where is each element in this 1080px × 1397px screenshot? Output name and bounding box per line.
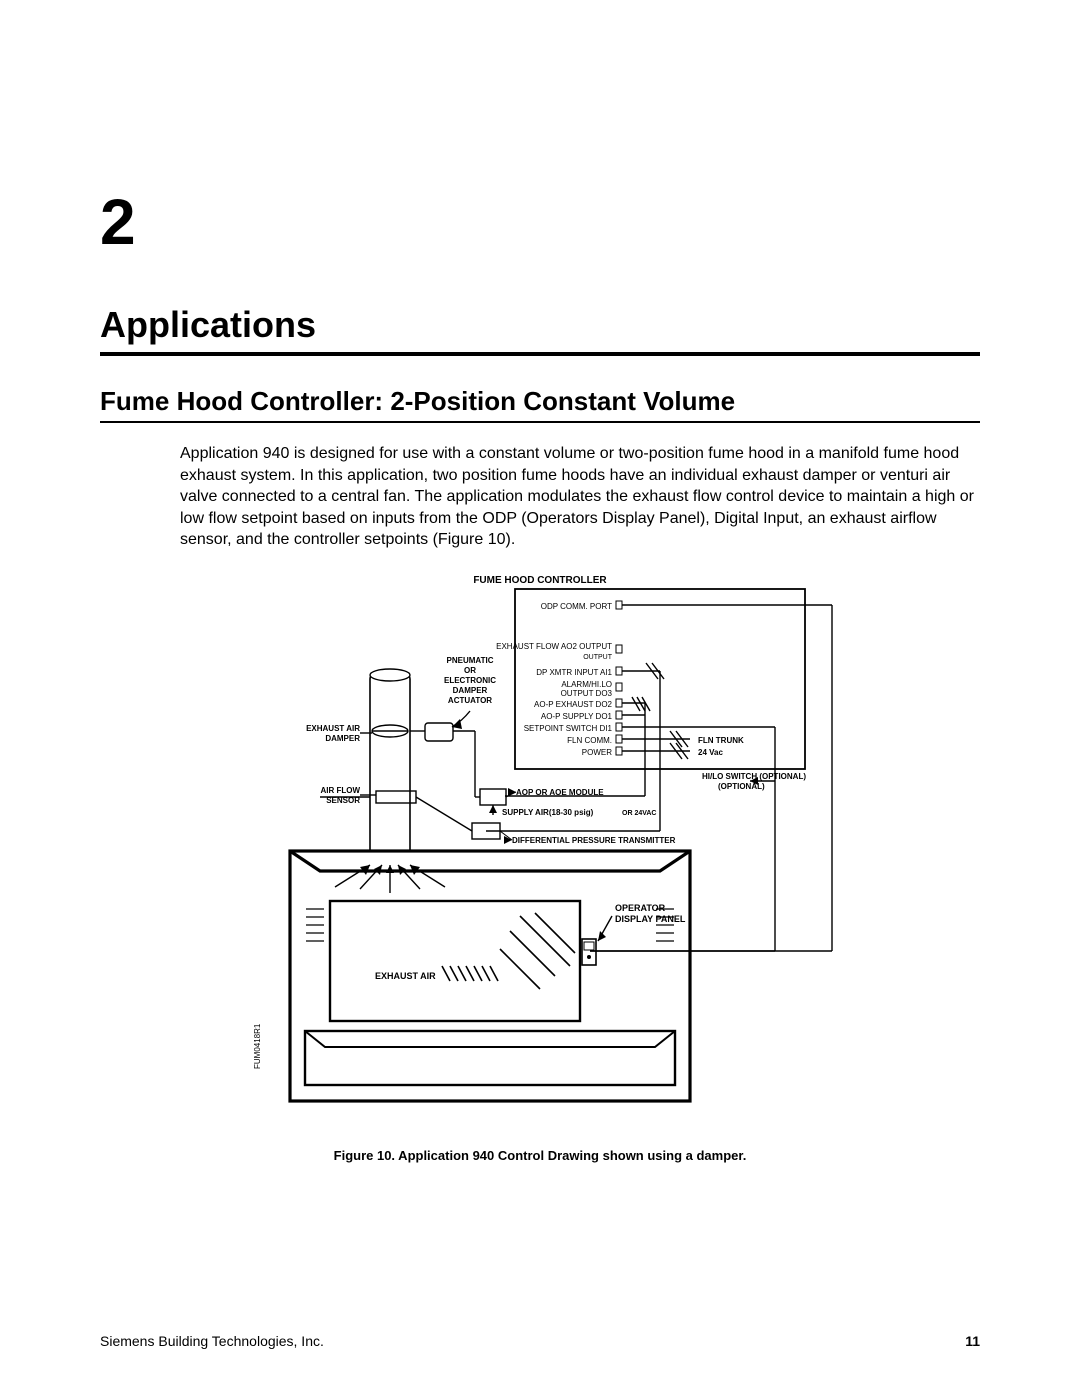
footer-company: Siemens Building Technologies, Inc. [100, 1333, 324, 1349]
section-title: Fume Hood Controller: 2-Position Constan… [100, 386, 980, 423]
svg-text:EXHAUST AIR: EXHAUST AIR [306, 724, 360, 733]
figure-refcode: FUM0418R1 [253, 1023, 262, 1069]
figure-caption: Figure 10. Application 940 Control Drawi… [100, 1148, 980, 1163]
page-footer: Siemens Building Technologies, Inc. 11 [100, 1333, 980, 1349]
chapter-number: 2 [100, 190, 980, 254]
svg-text:FLN TRUNK: FLN TRUNK [698, 736, 744, 745]
diagram-title: FUME HOOD CONTROLLER [473, 575, 607, 586]
svg-text:OR: OR [464, 666, 476, 675]
svg-text:EXHAUST AIR: EXHAUST AIR [375, 971, 436, 981]
svg-text:24 Vac: 24 Vac [698, 748, 723, 757]
svg-text:DAMPER: DAMPER [453, 686, 488, 695]
figure: FUME HOOD CONTROLLER ODP COMM. PORT EXHA… [100, 571, 980, 1163]
svg-text:AO-P SUPPLY DO1: AO-P SUPPLY DO1 [541, 712, 613, 721]
svg-text:ODP COMM. PORT: ODP COMM. PORT [541, 602, 612, 611]
svg-text:OUTPUT: OUTPUT [583, 654, 613, 661]
svg-text:OUTPUT DO3: OUTPUT DO3 [561, 689, 613, 698]
svg-text:DP XMTR INPUT AI1: DP XMTR INPUT AI1 [536, 668, 612, 677]
svg-text:DAMPER: DAMPER [325, 734, 360, 743]
svg-text:POWER: POWER [582, 748, 612, 757]
svg-text:SETPOINT SWITCH DI1: SETPOINT SWITCH DI1 [524, 724, 613, 733]
svg-text:AIR FLOW: AIR FLOW [320, 786, 360, 795]
svg-text:OPERATOR: OPERATOR [615, 903, 666, 913]
svg-text:FLN COMM.: FLN COMM. [567, 736, 612, 745]
svg-text:AOP OR AOE MODULE: AOP OR AOE MODULE [516, 788, 604, 797]
control-drawing: FUME HOOD CONTROLLER ODP COMM. PORT EXHA… [220, 571, 860, 1131]
footer-page-number: 11 [965, 1333, 980, 1349]
svg-text:SUPPLY AIR(18-30 psig): SUPPLY AIR(18-30 psig) [502, 808, 594, 817]
svg-text:EXHAUST FLOW AO2 OUTPUT: EXHAUST FLOW AO2 OUTPUT [496, 642, 612, 651]
svg-text:AO-P EXHAUST DO2: AO-P EXHAUST DO2 [534, 700, 613, 709]
chapter-title: Applications [100, 304, 980, 356]
svg-text:PNEUMATIC: PNEUMATIC [447, 656, 494, 665]
svg-text:ACTUATOR: ACTUATOR [448, 696, 492, 705]
svg-text:DISPLAY PANEL: DISPLAY PANEL [615, 914, 686, 924]
svg-text:ELECTRONIC: ELECTRONIC [444, 676, 496, 685]
svg-text:ALARM/HI.LO: ALARM/HI.LO [561, 680, 612, 689]
page: 2 Applications Fume Hood Controller: 2-P… [0, 0, 1080, 1397]
body-paragraph: Application 940 is designed for use with… [180, 443, 980, 551]
svg-text:OR 24VAC: OR 24VAC [622, 810, 657, 817]
svg-text:DIFFERENTIAL PRESSURE TRANSMIT: DIFFERENTIAL PRESSURE TRANSMITTER [512, 836, 676, 845]
svg-text:SENSOR: SENSOR [326, 796, 360, 805]
